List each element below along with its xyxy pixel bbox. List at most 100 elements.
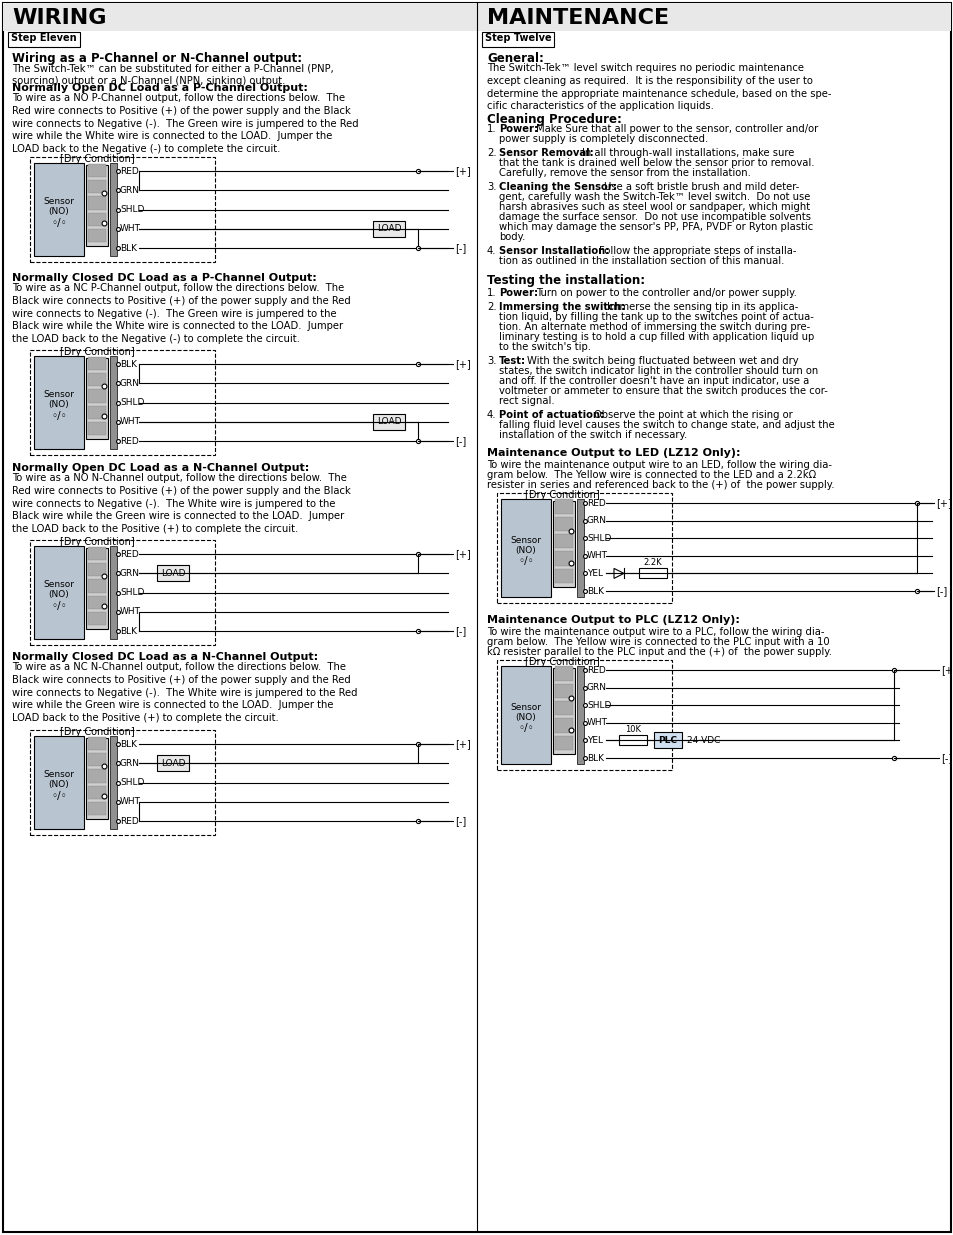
Text: GRN: GRN [586, 516, 606, 525]
Text: Turn on power to the controller and/or power supply.: Turn on power to the controller and/or p… [536, 288, 796, 298]
Text: Step Eleven: Step Eleven [11, 33, 76, 43]
Text: (NO): (NO) [515, 713, 536, 721]
Text: Sensor Installation:: Sensor Installation: [498, 246, 609, 256]
Bar [110, 736, 117, 829]
Text: (NO): (NO) [49, 207, 70, 216]
Text: To wire as a NC P-Channel output, follow the directions below.  The
Black wire c: To wire as a NC P-Channel output, follow… [12, 283, 351, 345]
Text: [-]: [-] [455, 816, 466, 826]
Text: With the switch being fluctuated between wet and dry: With the switch being fluctuated between… [526, 356, 798, 366]
Text: ◦/◦: ◦/◦ [517, 556, 534, 566]
Bar [157, 756, 189, 771]
Bar [110, 546, 117, 638]
Bar [88, 421, 106, 435]
Text: Maintenance Output to LED (LZ12 Only):: Maintenance Output to LED (LZ12 Only): [486, 448, 740, 458]
Bar [497, 659, 671, 769]
Text: [-]: [-] [455, 626, 466, 636]
Text: RED: RED [120, 816, 138, 825]
Text: [Dry Condition]: [Dry Condition] [60, 154, 134, 164]
Bar [577, 499, 583, 597]
Text: BLK: BLK [120, 359, 137, 368]
Text: [-]: [-] [935, 585, 946, 597]
Bar [88, 785, 106, 799]
Text: In all through-wall installations, make sure: In all through-wall installations, make … [581, 148, 794, 158]
Text: Test:: Test: [498, 356, 525, 366]
Text: [+]: [+] [455, 359, 470, 369]
Bar [88, 753, 106, 767]
Text: WIRING: WIRING [12, 7, 107, 28]
Bar [476, 2, 950, 31]
Bar [88, 802, 106, 815]
Text: [Dry Condition]: [Dry Condition] [524, 657, 599, 667]
Text: RED: RED [120, 550, 138, 558]
Text: Sensor: Sensor [44, 769, 74, 779]
Bar [88, 563, 106, 577]
Bar [86, 165, 108, 246]
Text: Sensor Removal:: Sensor Removal: [498, 148, 593, 158]
Bar [500, 499, 551, 597]
Text: RED: RED [120, 436, 138, 446]
Bar [88, 389, 106, 403]
Text: tion as outlined in the installation section of this manual.: tion as outlined in the installation sec… [498, 256, 783, 266]
Text: Normally Open DC Load as a P-Channel Output:: Normally Open DC Load as a P-Channel Out… [12, 83, 308, 93]
Text: ◦/◦: ◦/◦ [51, 790, 67, 800]
Text: gram below.  The Yellow wire is connected to the PLC input with a 10: gram below. The Yellow wire is connected… [486, 637, 829, 647]
Text: Power:: Power: [498, 124, 537, 135]
Text: voltmeter or ammeter to ensure that the switch produces the cor-: voltmeter or ammeter to ensure that the … [498, 387, 827, 396]
Text: LOAD: LOAD [161, 569, 185, 578]
Text: [Dry Condition]: [Dry Condition] [60, 537, 134, 547]
Text: Maintenance Output to PLC (LZ12 Only):: Maintenance Output to PLC (LZ12 Only): [486, 615, 740, 625]
Text: GRN: GRN [120, 185, 140, 195]
Text: SHLD: SHLD [120, 588, 144, 597]
Text: Cleaning Procedure:: Cleaning Procedure: [486, 112, 621, 126]
Text: Observe the point at which the rising or: Observe the point at which the rising or [594, 410, 792, 420]
Text: RED: RED [586, 499, 605, 508]
Bar [654, 732, 681, 748]
Text: (NO): (NO) [515, 546, 536, 555]
Text: kΩ resister parallel to the PLC input and the (+) of  the power supply.: kΩ resister parallel to the PLC input an… [486, 647, 831, 657]
Bar [88, 212, 106, 226]
Text: falling fluid level causes the switch to change state, and adjust the: falling fluid level causes the switch to… [498, 420, 834, 430]
Bar [553, 501, 575, 587]
Text: Cleaning the Sensor:: Cleaning the Sensor: [498, 182, 617, 191]
Bar [110, 356, 117, 450]
Text: The Switch-Tek™ level switch requires no periodic maintenance
except cleaning as: The Switch-Tek™ level switch requires no… [486, 63, 831, 111]
Bar [110, 163, 117, 256]
Text: RED: RED [586, 666, 605, 674]
Bar [555, 499, 573, 514]
Text: The Switch-Tek™ can be substituted for either a P-Channel (PNP,
sourcing) output: The Switch-Tek™ can be substituted for e… [12, 63, 334, 85]
Bar [30, 540, 214, 645]
Text: Immerse the sensing tip in its applica-: Immerse the sensing tip in its applica- [606, 303, 798, 312]
Text: [+]: [+] [455, 739, 470, 748]
Text: WHT: WHT [120, 608, 141, 616]
Bar [555, 736, 573, 750]
Bar [88, 547, 106, 561]
Bar [86, 739, 108, 819]
Text: BLK: BLK [120, 626, 137, 636]
Text: SHLD: SHLD [586, 700, 611, 710]
Bar [3, 2, 476, 31]
Text: Sensor: Sensor [44, 390, 74, 399]
Bar [34, 163, 84, 256]
Bar [555, 535, 573, 548]
Polygon shape [614, 568, 623, 578]
Bar [157, 566, 189, 582]
Bar [373, 221, 405, 237]
Text: SHLD: SHLD [120, 398, 144, 408]
Text: states, the switch indicator light in the controller should turn on: states, the switch indicator light in th… [498, 366, 818, 375]
Text: that the tank is drained well below the sensor prior to removal.: that the tank is drained well below the … [498, 158, 814, 168]
Text: GRN: GRN [120, 569, 140, 578]
Text: 2.2K: 2.2K [643, 558, 661, 567]
Text: Sensor: Sensor [44, 198, 74, 206]
Text: 4.: 4. [486, 410, 496, 420]
Text: GRN: GRN [120, 379, 140, 388]
Text: LOAD: LOAD [161, 758, 185, 768]
Text: Normally Open DC Load as a N-Channel Output:: Normally Open DC Load as a N-Channel Out… [12, 463, 309, 473]
Text: [Dry Condition]: [Dry Condition] [524, 490, 599, 500]
Bar [577, 666, 583, 764]
Text: 4.: 4. [486, 246, 496, 256]
Text: To wire as a NO N-Channel output, follow the directions below.  The
Red wire con: To wire as a NO N-Channel output, follow… [12, 473, 351, 535]
Text: GRN: GRN [586, 683, 606, 692]
Text: BLK: BLK [120, 243, 137, 252]
Bar [639, 568, 666, 578]
Text: [+]: [+] [935, 498, 951, 508]
